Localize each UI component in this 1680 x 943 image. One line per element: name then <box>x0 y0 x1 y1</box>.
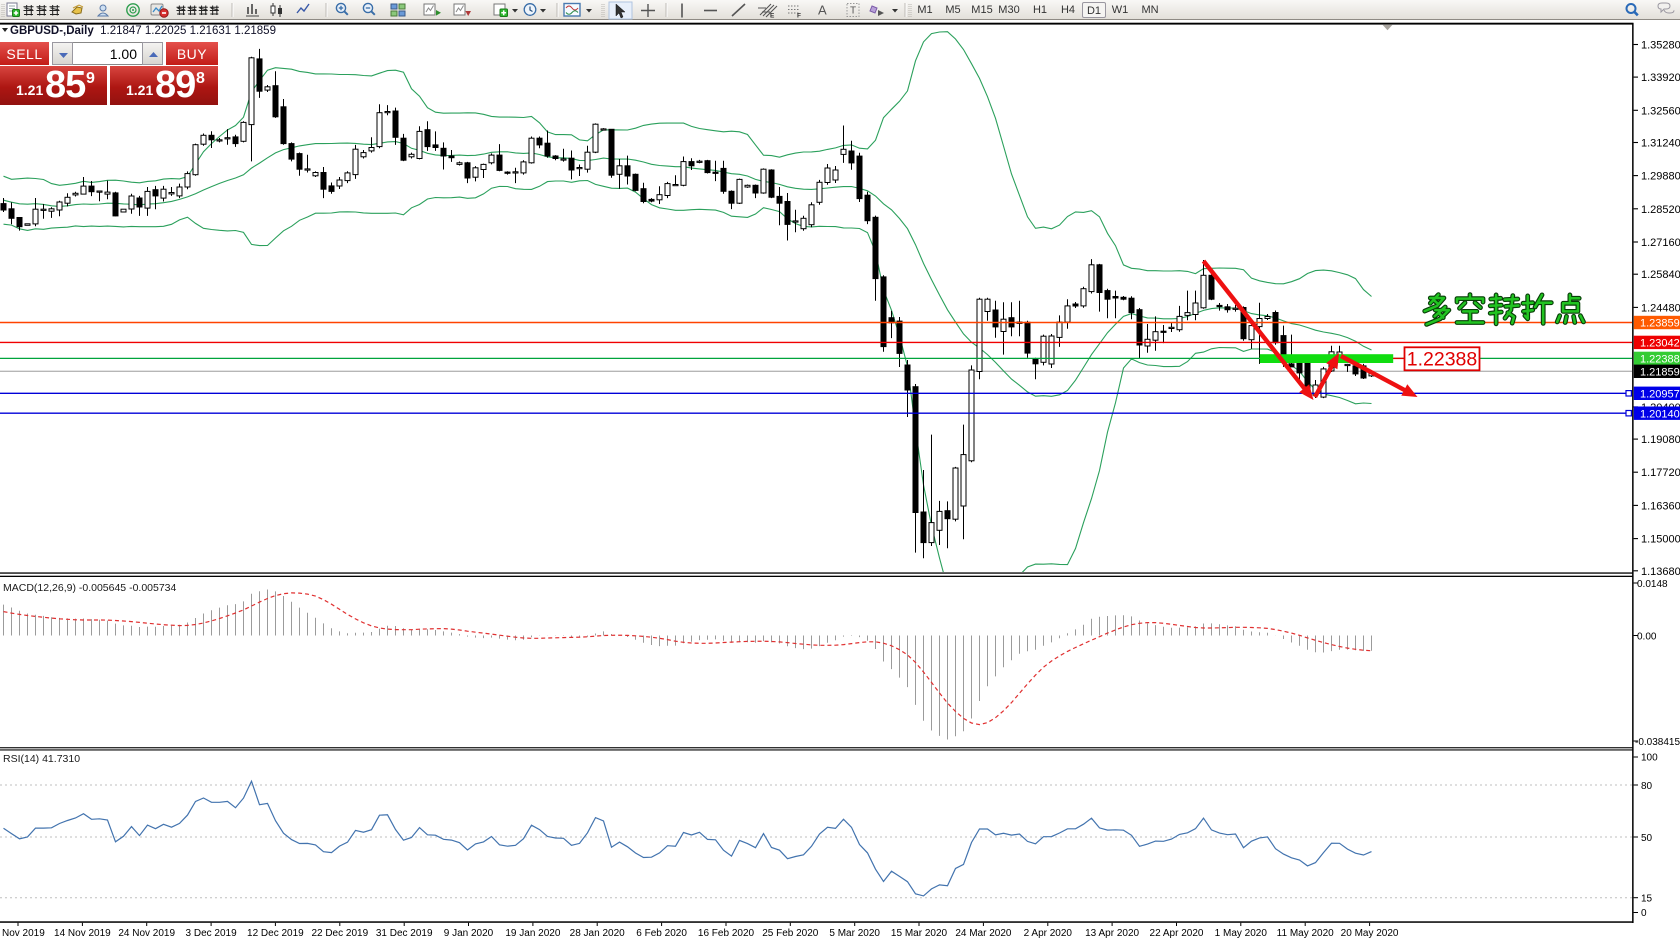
svg-text:1.29880: 1.29880 <box>1641 171 1680 183</box>
svg-text:0: 0 <box>1641 908 1647 919</box>
svg-text:19 Jan 2020: 19 Jan 2020 <box>505 928 560 939</box>
svg-text:22 Dec 2019: 22 Dec 2019 <box>311 928 368 939</box>
svg-text:A: A <box>818 3 827 18</box>
svg-text:1.21859: 1.21859 <box>1640 367 1680 379</box>
svg-text:50: 50 <box>1641 833 1653 844</box>
svg-text:1.20140: 1.20140 <box>1640 408 1680 420</box>
svg-text:1.33920: 1.33920 <box>1641 72 1680 84</box>
svg-text:11 May 2020: 11 May 2020 <box>1277 928 1335 939</box>
svg-text:24 Nov 2019: 24 Nov 2019 <box>118 928 175 939</box>
svg-text:15 Mar 2020: 15 Mar 2020 <box>891 928 948 939</box>
svg-text:100: 100 <box>1641 753 1658 764</box>
svg-text:1.28520: 1.28520 <box>1641 204 1680 216</box>
svg-text:1 May 2020: 1 May 2020 <box>1215 928 1268 939</box>
svg-text:28 Jan 2020: 28 Jan 2020 <box>570 928 625 939</box>
svg-text:9 Jan 2020: 9 Jan 2020 <box>444 928 494 939</box>
svg-text:5 Mar 2020: 5 Mar 2020 <box>829 928 880 939</box>
svg-text:1.19080: 1.19080 <box>1641 434 1680 446</box>
svg-text:F: F <box>797 13 801 20</box>
svg-text:22 Apr 2020: 22 Apr 2020 <box>1150 928 1204 939</box>
svg-text:25 Feb 2020: 25 Feb 2020 <box>762 928 819 939</box>
svg-text:1.32560: 1.32560 <box>1641 105 1680 117</box>
svg-text:6 Feb 2020: 6 Feb 2020 <box>636 928 687 939</box>
svg-text:16 Feb 2020: 16 Feb 2020 <box>698 928 755 939</box>
svg-text:1.24480: 1.24480 <box>1641 302 1680 314</box>
svg-text:24 Mar 2020: 24 Mar 2020 <box>955 928 1012 939</box>
svg-text:-0.038415: -0.038415 <box>1635 737 1680 748</box>
svg-text:31 Dec 2019: 31 Dec 2019 <box>376 928 433 939</box>
svg-text:RSI(14) 41.7310: RSI(14) 41.7310 <box>3 753 80 765</box>
svg-text:1.13680: 1.13680 <box>1641 566 1680 578</box>
svg-text:1.27160: 1.27160 <box>1641 237 1680 249</box>
svg-text:1.31240: 1.31240 <box>1641 138 1680 150</box>
svg-text:MACD(12,26,9) -0.005645 -0.005: MACD(12,26,9) -0.005645 -0.005734 <box>3 582 177 594</box>
svg-text:E: E <box>770 13 775 20</box>
svg-text:1.23859: 1.23859 <box>1640 318 1680 330</box>
svg-text:1.17720: 1.17720 <box>1641 467 1680 479</box>
svg-text:13 Apr 2020: 13 Apr 2020 <box>1085 928 1139 939</box>
svg-text:1.16360: 1.16360 <box>1641 500 1680 512</box>
svg-text:0.0148: 0.0148 <box>1637 579 1668 590</box>
svg-text:80: 80 <box>1641 781 1653 792</box>
svg-text:12 Dec 2019: 12 Dec 2019 <box>247 928 304 939</box>
svg-text:15: 15 <box>1641 894 1653 905</box>
svg-text:1.15000: 1.15000 <box>1641 534 1680 546</box>
svg-text:Nov 2019: Nov 2019 <box>2 928 45 939</box>
svg-text:1.22388: 1.22388 <box>1640 354 1680 366</box>
svg-text:2 Apr 2020: 2 Apr 2020 <box>1024 928 1073 939</box>
svg-text:14 Nov 2019: 14 Nov 2019 <box>54 928 111 939</box>
svg-text:1.35280: 1.35280 <box>1641 40 1680 52</box>
svg-text:1.25840: 1.25840 <box>1641 269 1680 281</box>
svg-text:1.20957: 1.20957 <box>1640 389 1680 401</box>
svg-text:T: T <box>850 6 856 17</box>
svg-text:1.23042: 1.23042 <box>1640 338 1680 350</box>
svg-text:1.22388: 1.22388 <box>1407 349 1478 371</box>
svg-text:3 Dec 2019: 3 Dec 2019 <box>186 928 238 939</box>
svg-text:0.00: 0.00 <box>1637 632 1657 643</box>
svg-text:20 May 2020: 20 May 2020 <box>1341 928 1399 939</box>
